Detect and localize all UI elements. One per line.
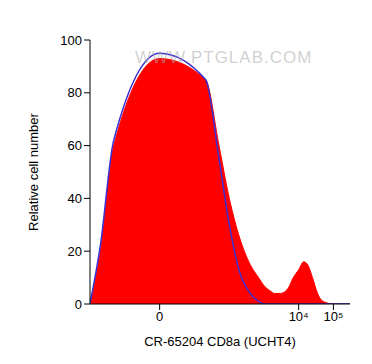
svg-text:10⁴: 10⁴ [289, 309, 309, 324]
svg-text:CR-65204 CD8a (UCHT4): CR-65204 CD8a (UCHT4) [144, 334, 296, 349]
svg-text:0: 0 [75, 297, 82, 312]
svg-text:20: 20 [68, 244, 82, 259]
svg-text:80: 80 [68, 85, 82, 100]
html-text:WWW.PTGLAB.COM: WWW.PTGLAB.COM [135, 48, 313, 67]
svg-text:0: 0 [156, 309, 163, 324]
svg-text:60: 60 [68, 138, 82, 153]
svg-text:100: 100 [60, 33, 82, 48]
svg-text:10⁵: 10⁵ [323, 309, 343, 324]
svg-text:Relative cell number: Relative cell number [26, 112, 41, 230]
svg-text:40: 40 [68, 191, 82, 206]
